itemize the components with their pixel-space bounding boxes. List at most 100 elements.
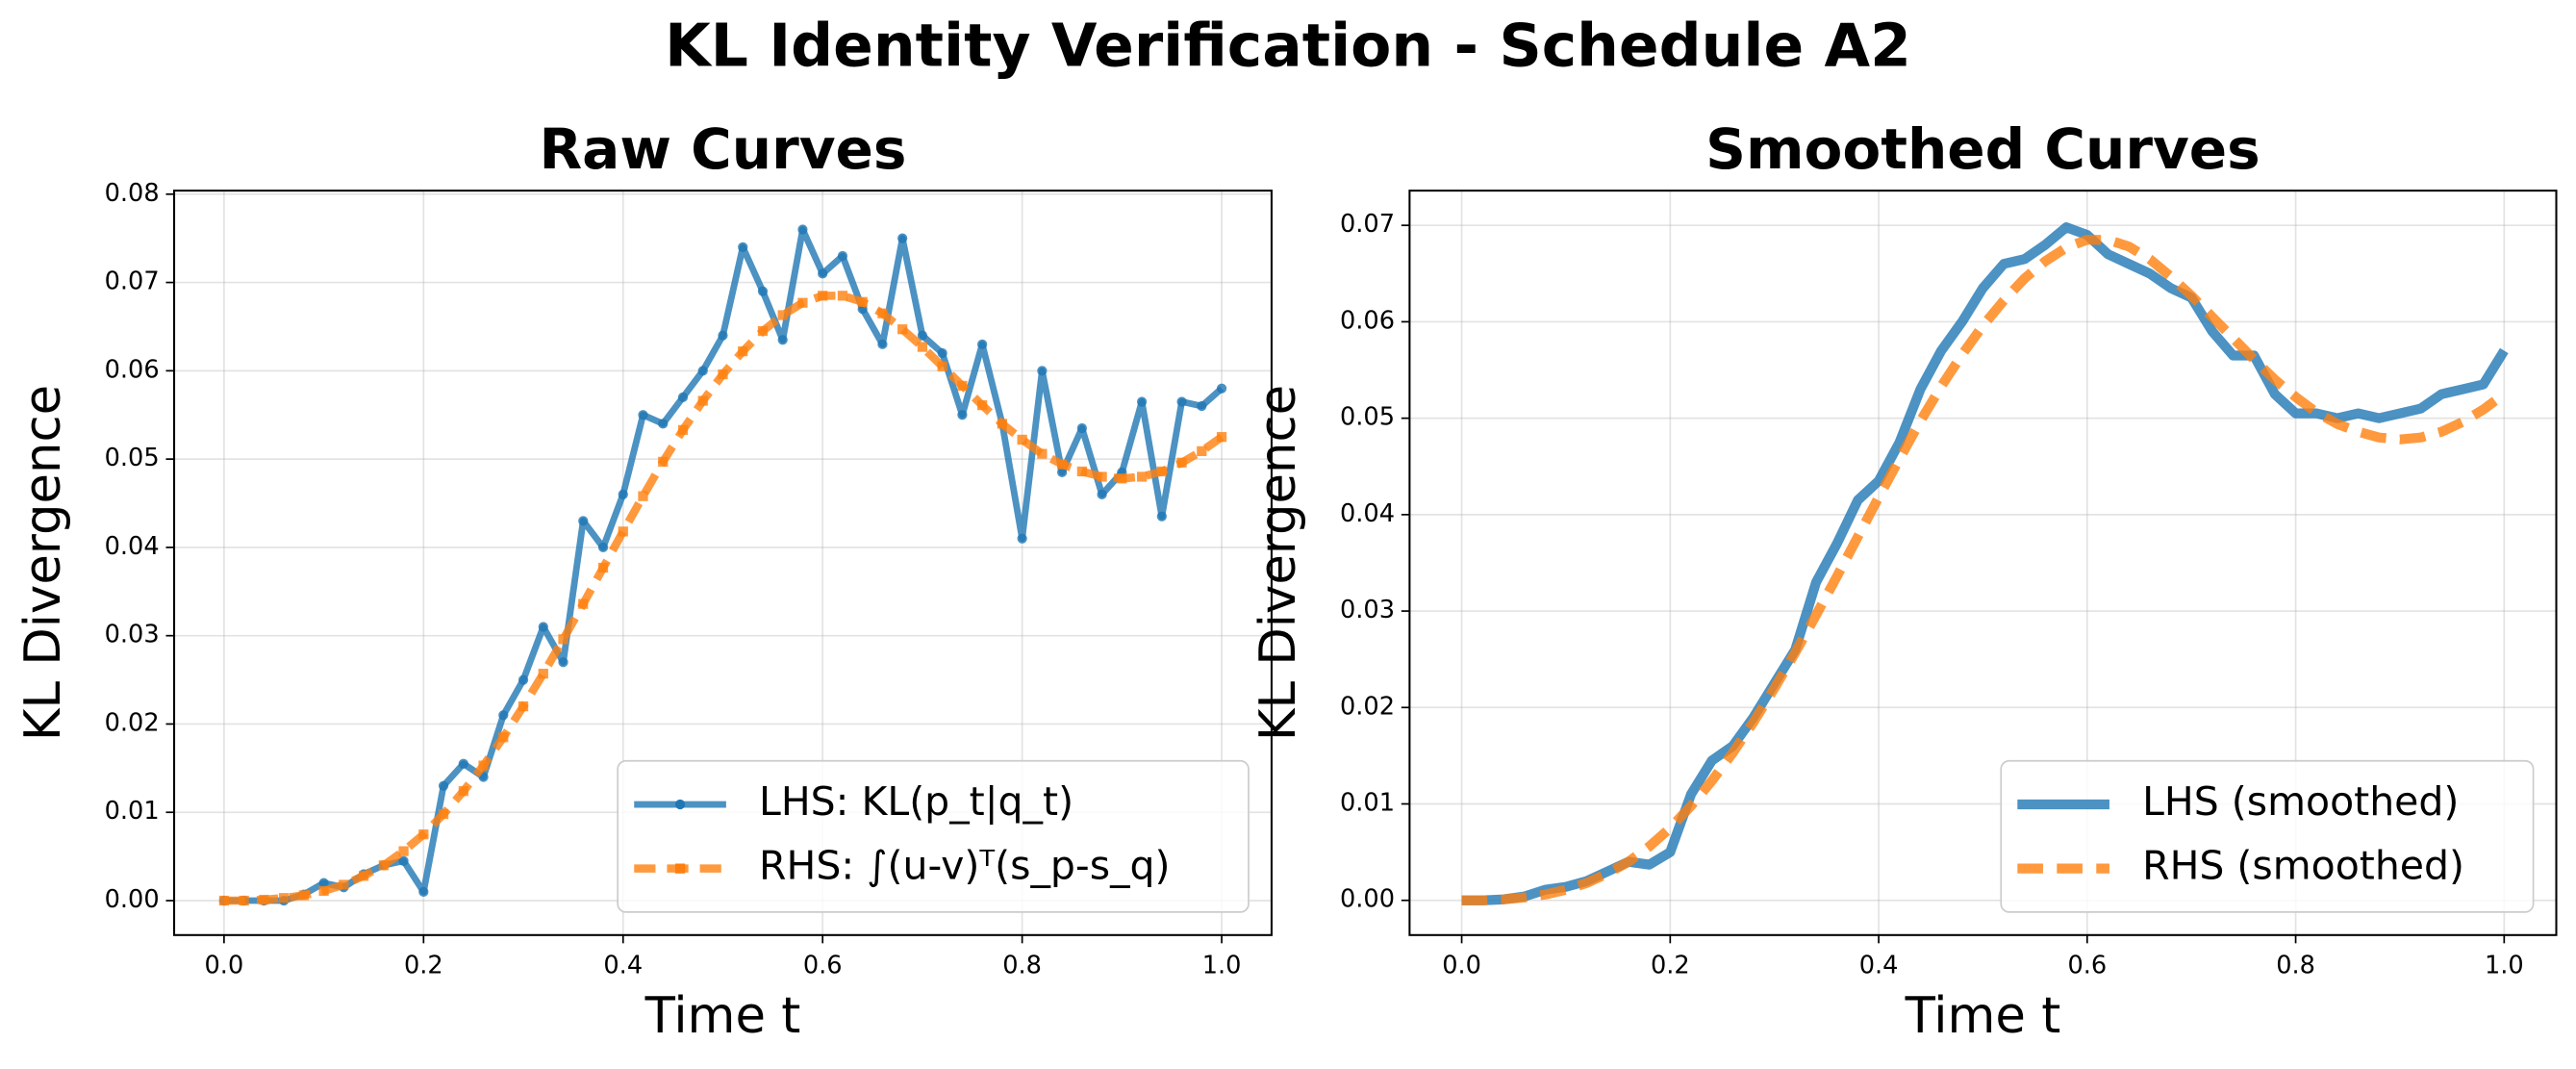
marker xyxy=(797,297,808,308)
legend-label: RHS (smoothed) xyxy=(2142,843,2464,889)
marker xyxy=(418,829,429,840)
marker xyxy=(1076,422,1087,434)
marker xyxy=(1136,471,1148,482)
legend-label: LHS: KL(p_t|q_t) xyxy=(759,778,1073,825)
marker xyxy=(777,335,788,345)
chart-title: Raw Curves xyxy=(539,116,906,182)
marker xyxy=(518,674,529,685)
marker xyxy=(1017,533,1027,544)
x-tick-label: 0.0 xyxy=(1442,951,1481,980)
figure-title: KL Identity Verification - Schedule A2 xyxy=(665,12,1911,80)
marker xyxy=(1216,383,1227,394)
y-axis-label: KL Divergence xyxy=(1250,385,1307,741)
y-tick-label: 0.00 xyxy=(105,885,160,914)
marker xyxy=(1037,448,1048,459)
marker xyxy=(597,542,609,553)
y-tick-label: 0.04 xyxy=(1340,499,1395,528)
marker xyxy=(358,871,369,881)
marker xyxy=(837,250,848,262)
marker xyxy=(298,890,309,901)
x-tick-label: 0.4 xyxy=(1859,951,1899,980)
marker xyxy=(538,622,548,632)
legend-label: LHS (smoothed) xyxy=(2142,778,2459,825)
y-tick-label: 0.06 xyxy=(105,355,160,384)
marker xyxy=(1216,432,1227,443)
marker xyxy=(818,291,828,301)
marker xyxy=(1197,400,1207,412)
marker xyxy=(718,330,728,341)
marker xyxy=(318,878,329,888)
y-tick-label: 0.05 xyxy=(105,444,160,472)
marker xyxy=(418,886,429,897)
marker xyxy=(1156,511,1167,522)
marker xyxy=(957,410,968,420)
marker xyxy=(558,657,568,668)
legend-box xyxy=(2000,759,2535,913)
marker xyxy=(1056,467,1068,478)
plot-frame xyxy=(1408,190,2558,936)
y-tick-label: 0.02 xyxy=(1340,692,1395,721)
marker xyxy=(757,286,769,296)
y-tick-label: 0.07 xyxy=(1340,210,1395,239)
legend-box xyxy=(617,759,1250,913)
x-tick-label: 0.2 xyxy=(404,951,443,980)
marker xyxy=(738,242,748,252)
marker xyxy=(837,291,848,301)
y-tick-label: 0.04 xyxy=(105,532,160,561)
marker xyxy=(677,424,689,435)
marker xyxy=(318,885,329,897)
x-tick-label: 0.4 xyxy=(603,951,643,980)
y-tick-label: 0.05 xyxy=(1340,403,1395,432)
marker xyxy=(818,268,828,279)
marker xyxy=(1076,466,1087,477)
y-tick-label: 0.07 xyxy=(105,267,160,296)
marker xyxy=(239,895,249,906)
marker xyxy=(458,786,468,797)
marker xyxy=(877,339,888,349)
marker xyxy=(937,361,947,371)
marker xyxy=(1156,466,1167,477)
marker xyxy=(677,392,689,403)
x-tick-label: 0.8 xyxy=(1002,951,1042,980)
marker xyxy=(378,860,389,871)
marker xyxy=(937,347,947,359)
marker xyxy=(1097,471,1107,482)
marker xyxy=(718,369,728,380)
marker xyxy=(638,491,648,501)
marker xyxy=(1176,396,1187,407)
marker xyxy=(438,808,449,820)
x-tick-label: 0.2 xyxy=(1651,951,1690,980)
x-tick-label: 0.0 xyxy=(205,951,244,980)
marker xyxy=(857,296,868,307)
marker xyxy=(578,516,589,526)
marker xyxy=(897,324,908,335)
y-tick-label: 0.02 xyxy=(105,708,160,737)
x-axis-label: Time t xyxy=(1905,987,2061,1045)
marker xyxy=(398,855,409,866)
marker xyxy=(478,760,489,771)
marker xyxy=(877,308,888,318)
marker xyxy=(757,325,769,337)
marker xyxy=(1097,489,1107,499)
marker xyxy=(1117,473,1127,484)
marker xyxy=(538,669,548,679)
y-tick-label: 0.00 xyxy=(1340,885,1395,914)
marker xyxy=(957,380,968,392)
marker xyxy=(1056,459,1068,470)
x-tick-label: 1.0 xyxy=(1202,951,1242,980)
marker xyxy=(578,598,589,609)
marker xyxy=(897,233,908,243)
marker xyxy=(218,895,230,906)
marker xyxy=(618,526,628,537)
marker xyxy=(917,342,928,352)
series-line xyxy=(1461,235,2508,905)
marker xyxy=(658,419,669,429)
y-axis-label: KL Divergence xyxy=(14,385,72,741)
x-tick-label: 0.6 xyxy=(803,951,843,980)
plot-frame xyxy=(173,190,1273,936)
marker xyxy=(618,489,628,499)
marker xyxy=(738,346,748,357)
x-tick-label: 1.0 xyxy=(2485,951,2524,980)
